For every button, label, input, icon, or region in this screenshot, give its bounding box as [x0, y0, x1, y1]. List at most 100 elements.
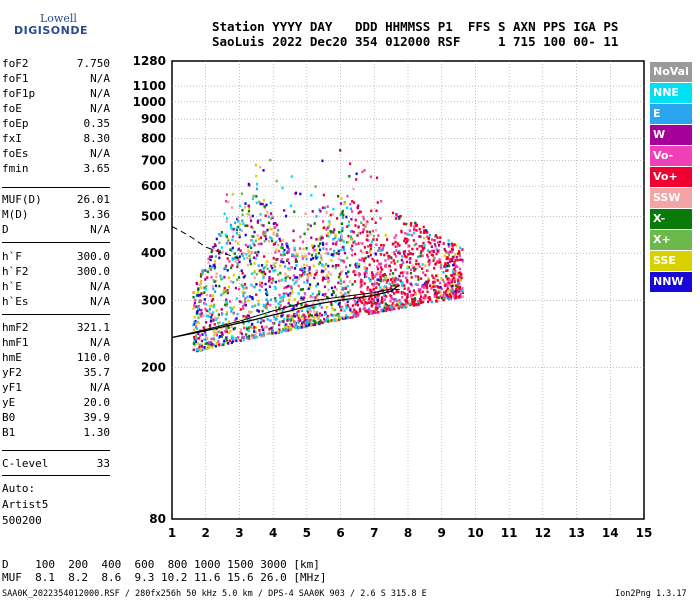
echo-point	[415, 223, 419, 227]
echo-point	[452, 263, 455, 267]
echo-point	[429, 298, 432, 301]
echo-point	[341, 286, 344, 290]
echo-point	[417, 262, 420, 266]
echo-point	[225, 339, 229, 343]
echo-point	[302, 271, 305, 275]
echo-point	[263, 255, 266, 258]
echo-point	[377, 262, 381, 266]
echo-point	[203, 302, 206, 305]
echo-point	[377, 271, 380, 274]
echo-point	[244, 303, 247, 307]
echo-point	[415, 229, 418, 232]
echo-point	[214, 344, 217, 348]
echo-point	[251, 214, 254, 218]
echo-point	[293, 210, 296, 214]
echo-point	[233, 339, 236, 342]
echo-point	[242, 314, 245, 318]
echo-point	[315, 298, 318, 301]
echo-point	[379, 266, 383, 269]
echo-point	[256, 234, 259, 237]
param-row: fxI 8.30	[2, 132, 110, 145]
echo-point	[303, 232, 306, 236]
echo-point	[243, 257, 246, 260]
echo-point	[262, 303, 265, 307]
legend-item-ssw: SSW	[650, 188, 692, 208]
echo-point	[277, 273, 280, 276]
echo-point	[262, 232, 265, 235]
echo-point	[242, 307, 245, 311]
echo-point	[224, 330, 227, 333]
echo-point	[460, 276, 463, 280]
echo-point	[289, 204, 293, 208]
x-tick-label: 2	[202, 526, 210, 540]
echo-point	[253, 269, 256, 273]
echo-point	[202, 326, 205, 329]
echo-point	[369, 244, 372, 248]
echo-point	[285, 244, 289, 248]
echo-point	[380, 243, 383, 247]
echo-point	[215, 237, 218, 241]
echo-point	[360, 278, 363, 282]
echo-point	[295, 304, 298, 307]
echo-point	[223, 212, 226, 216]
echo-point	[209, 264, 212, 268]
echo-point	[401, 255, 404, 258]
echo-point	[375, 311, 378, 314]
echo-point	[192, 348, 195, 352]
echo-point	[217, 343, 221, 347]
echo-point	[321, 159, 324, 163]
echo-point	[255, 182, 259, 186]
param-row: yE 20.0	[2, 396, 110, 409]
echo-point	[334, 314, 337, 317]
echo-point	[272, 269, 275, 273]
echo-point	[321, 278, 324, 282]
echo-point	[229, 306, 232, 310]
echo-point	[341, 211, 344, 215]
param-row: h`F2 300.0	[2, 265, 110, 278]
echo-point	[306, 321, 309, 324]
echo-point	[214, 318, 217, 321]
echo-point	[384, 302, 387, 305]
echo-point	[325, 262, 328, 266]
echo-point	[307, 223, 310, 226]
echo-point	[315, 238, 318, 241]
echo-point	[225, 193, 228, 196]
echo-point	[206, 270, 210, 274]
echo-point	[322, 193, 325, 197]
echo-point	[285, 323, 288, 326]
echo-point	[372, 283, 375, 287]
echo-point	[250, 272, 253, 276]
echo-point	[339, 316, 342, 320]
echo-point	[305, 257, 308, 261]
echo-point	[197, 316, 200, 320]
echo-point	[265, 306, 268, 310]
echo-point	[329, 273, 333, 276]
echo-point	[451, 257, 454, 261]
echo-point	[391, 302, 395, 305]
echo-point	[242, 275, 245, 279]
echo-point	[315, 313, 318, 316]
echo-point	[391, 297, 394, 301]
echo-point	[452, 270, 455, 273]
echo-point	[329, 247, 332, 251]
echo-point	[234, 286, 237, 290]
echo-point	[382, 279, 385, 282]
echo-point	[303, 280, 306, 284]
echo-point	[351, 248, 354, 252]
echo-point	[362, 223, 365, 227]
echo-point	[370, 292, 373, 295]
echo-point	[260, 223, 263, 227]
echo-point	[277, 243, 280, 247]
echo-point	[311, 257, 315, 260]
echo-point	[212, 319, 215, 322]
echo-point	[336, 314, 340, 318]
echo-point	[193, 343, 196, 347]
echo-point	[325, 317, 329, 320]
echo-point	[208, 255, 212, 259]
echo-point	[204, 307, 207, 311]
echo-point	[322, 264, 326, 268]
echo-point	[285, 292, 288, 295]
echo-point	[308, 271, 311, 275]
echo-point	[309, 258, 313, 261]
echo-point	[269, 212, 273, 215]
